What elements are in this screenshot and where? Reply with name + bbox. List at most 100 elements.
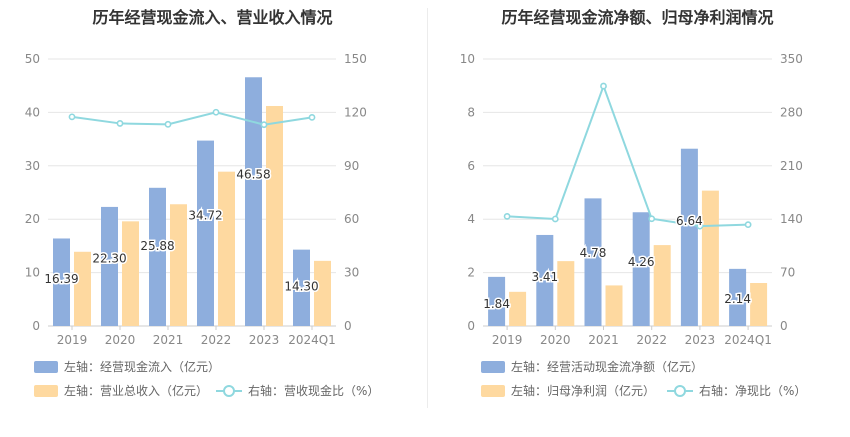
bar-2019-series2: [509, 291, 527, 326]
legend-swatch-blue: [34, 360, 58, 373]
line-point-2020: [551, 215, 559, 223]
bar-2022-series1: [632, 212, 650, 326]
legend-item-bar2[interactable]: 左轴：营业总收入（亿元）: [34, 382, 208, 399]
bar-2023-series1: [245, 77, 262, 326]
legend-swatch-orange: [34, 384, 58, 397]
x-axis-tick-label: 2024Q1: [724, 333, 772, 347]
line-point-2024Q1: [308, 113, 316, 121]
x-axis-tick-label: 2021: [588, 333, 619, 347]
right-axis-tick-label: 150: [344, 52, 367, 66]
legend-label: 左轴：归母净利润（亿元）: [511, 384, 656, 398]
bar-2019-series1: [53, 238, 70, 326]
bar-2019-series2: [74, 251, 91, 326]
legend-swatch-line: [667, 384, 693, 397]
left-axis-tick-label: 40: [25, 105, 40, 119]
bar-2024Q1-series1: [729, 268, 747, 326]
line-point-2023: [696, 222, 704, 230]
left-axis-tick-label: 10: [25, 266, 40, 280]
right-axis-tick-label: 120: [344, 105, 367, 119]
bar-2023-series2: [266, 105, 283, 326]
line-point-2024Q1: [744, 221, 752, 229]
right-axis-tick-label: 280: [780, 105, 803, 119]
bar-2021-series2: [605, 285, 623, 326]
legend-item-bar2[interactable]: 左轴：归母净利润（亿元）: [481, 382, 655, 399]
line-series: [71, 111, 313, 126]
bar-2019-series1: [488, 276, 506, 326]
bar-2022-series2: [218, 171, 235, 326]
left-axis-tick-label: 30: [25, 159, 40, 173]
line-point-2019: [68, 113, 76, 121]
data-label-2022: 4.26: [628, 255, 655, 269]
line-series: [507, 83, 749, 228]
left-axis-tick-label: 50: [25, 52, 40, 66]
bar-2020-series1: [101, 206, 118, 326]
legend-label: 右轴：净现比（%）: [699, 384, 807, 398]
data-label-2022: 34.72: [188, 208, 222, 222]
left-axis-tick-label: 4: [467, 212, 475, 226]
x-axis-tick-label: 2019: [57, 333, 88, 347]
bar-2022-series1: [197, 140, 214, 326]
legend-item-line[interactable]: 右轴：营收现金比（%）: [216, 382, 379, 399]
data-label-2024Q1: 14.30: [284, 279, 318, 293]
left-axis-tick-label: 0: [32, 319, 40, 333]
right-axis-tick-label: 0: [780, 319, 788, 333]
x-axis-tick-label: 2019: [492, 333, 523, 347]
line-point-2022: [648, 215, 656, 223]
bar-2024Q1-series2: [314, 260, 331, 326]
x-axis-tick-label: 2021: [153, 333, 184, 347]
right-axis-tick-label: 350: [780, 52, 803, 66]
line-point-2023: [260, 121, 268, 129]
bar-2021-series1: [149, 187, 166, 326]
legend-label: 右轴：营收现金比（%）: [248, 384, 380, 398]
x-axis-tick-label: 2020: [105, 333, 136, 347]
panel-divider: [427, 8, 428, 408]
chart-plot-net-cash: 0 0 2 70 4 140 6 210 8 280 10 350 2019 2020 2021 2022 20…: [460, 52, 803, 347]
data-label-2020: 3.41: [531, 270, 558, 284]
right-axis-tick-label: 210: [780, 159, 803, 173]
bar-2021-series2: [170, 204, 187, 326]
legend-item-bar1[interactable]: 左轴：经营活动现金流净额（亿元）: [481, 358, 703, 375]
data-label-2019: 1.84: [483, 297, 510, 311]
chart-panel-net-cash: 历年经营现金流净额、归母净利润情况 0 0 2 70 4 140 6 210 8 280 10 350…: [425, 0, 850, 437]
data-label-2023: 6.64: [676, 214, 703, 228]
legend-item-bar1[interactable]: 左轴：经营现金流入（亿元）: [34, 358, 220, 375]
bar-2023-series2: [701, 190, 719, 326]
line-point-2022: [212, 108, 220, 116]
left-axis-tick-label: 6: [467, 159, 475, 173]
x-axis-tick-label: 2023: [685, 333, 716, 347]
right-axis-tick-label: 60: [344, 212, 359, 226]
legend-swatch-orange: [481, 384, 505, 397]
data-label-2020: 22.30: [92, 252, 126, 266]
x-axis-tick-label: 2022: [201, 333, 232, 347]
chart-panel-cash-inflow: 历年经营现金流入、营业收入情况 0 0 10 30 20 60 30 90 40 120 50 150…: [25, 8, 380, 399]
chart-title: 历年经营现金流入、营业收入情况: [92, 8, 333, 27]
bar-2022-series2: [653, 245, 671, 326]
right-axis-tick-label: 140: [780, 212, 803, 226]
line-point-2021: [600, 82, 607, 90]
left-axis-tick-label: 8: [467, 105, 475, 119]
x-axis-tick-label: 2023: [249, 333, 280, 347]
bar-2024Q1-series1: [293, 249, 310, 326]
bar-2023-series1: [680, 148, 698, 326]
legend-label: 左轴：营业总收入（亿元）: [64, 384, 209, 398]
data-label-2019: 16.39: [44, 272, 78, 286]
line-point-2021: [164, 120, 172, 128]
x-axis-tick-label: 2022: [636, 333, 667, 347]
line-point-2020: [116, 120, 124, 127]
bar-2020-series2: [557, 261, 575, 326]
data-label-2021: 25.88: [140, 239, 174, 253]
left-axis-tick-label: 20: [25, 212, 40, 226]
x-axis-tick-label: 2024Q1: [288, 333, 336, 347]
x-axis-tick-label: 2020: [540, 333, 571, 347]
bar-2020-series1: [536, 234, 554, 326]
bar-2021-series1: [584, 198, 602, 326]
legend-swatch-blue: [481, 360, 505, 373]
line-point-2019: [503, 212, 511, 220]
bar-2024Q1-series2: [750, 283, 768, 326]
right-axis-tick-label: 90: [344, 159, 359, 173]
bar-2020-series2: [122, 221, 139, 326]
chart-plot-cash-inflow: 0 0 10 30 20 60 30 90 40 120 50 150 2019 2020 2021 2022…: [25, 52, 367, 347]
legend-item-line[interactable]: 右轴：净现比（%）: [667, 382, 806, 399]
data-label-2024Q1: 2.14: [724, 292, 751, 306]
left-axis-tick-label: 0: [467, 319, 475, 333]
